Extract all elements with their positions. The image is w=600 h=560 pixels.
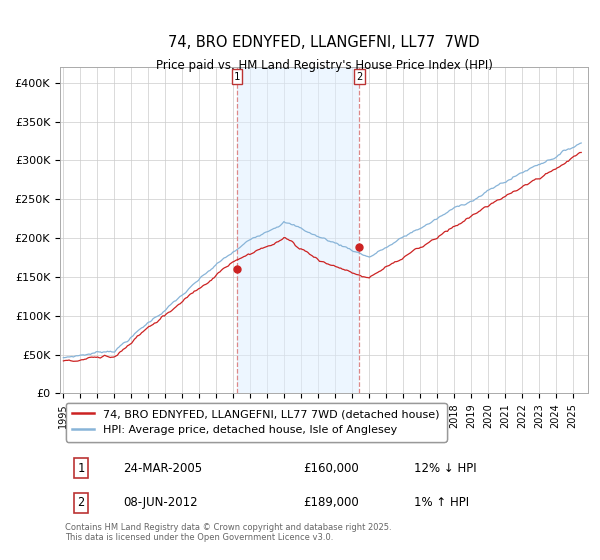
Text: 1% ↑ HPI: 1% ↑ HPI — [414, 496, 469, 509]
Text: 2: 2 — [77, 496, 85, 509]
Text: 74, BRO EDNYFED, LLANGEFNI, LL77  7WD: 74, BRO EDNYFED, LLANGEFNI, LL77 7WD — [168, 35, 480, 50]
Text: 12% ↓ HPI: 12% ↓ HPI — [414, 461, 476, 475]
Text: Price paid vs. HM Land Registry's House Price Index (HPI): Price paid vs. HM Land Registry's House … — [155, 59, 493, 72]
Text: 1: 1 — [77, 461, 85, 475]
Bar — [237, 67, 359, 393]
Text: £189,000: £189,000 — [303, 496, 359, 509]
Legend: 74, BRO EDNYFED, LLANGEFNI, LL77 7WD (detached house), HPI: Average price, detac: 74, BRO EDNYFED, LLANGEFNI, LL77 7WD (de… — [65, 403, 446, 442]
Text: Contains HM Land Registry data © Crown copyright and database right 2025.
This d: Contains HM Land Registry data © Crown c… — [65, 523, 392, 542]
Text: 1: 1 — [234, 72, 240, 82]
Text: 08-JUN-2012: 08-JUN-2012 — [124, 496, 198, 509]
Text: 2: 2 — [356, 72, 362, 82]
Text: £160,000: £160,000 — [303, 461, 359, 475]
Text: 24-MAR-2005: 24-MAR-2005 — [124, 461, 202, 475]
